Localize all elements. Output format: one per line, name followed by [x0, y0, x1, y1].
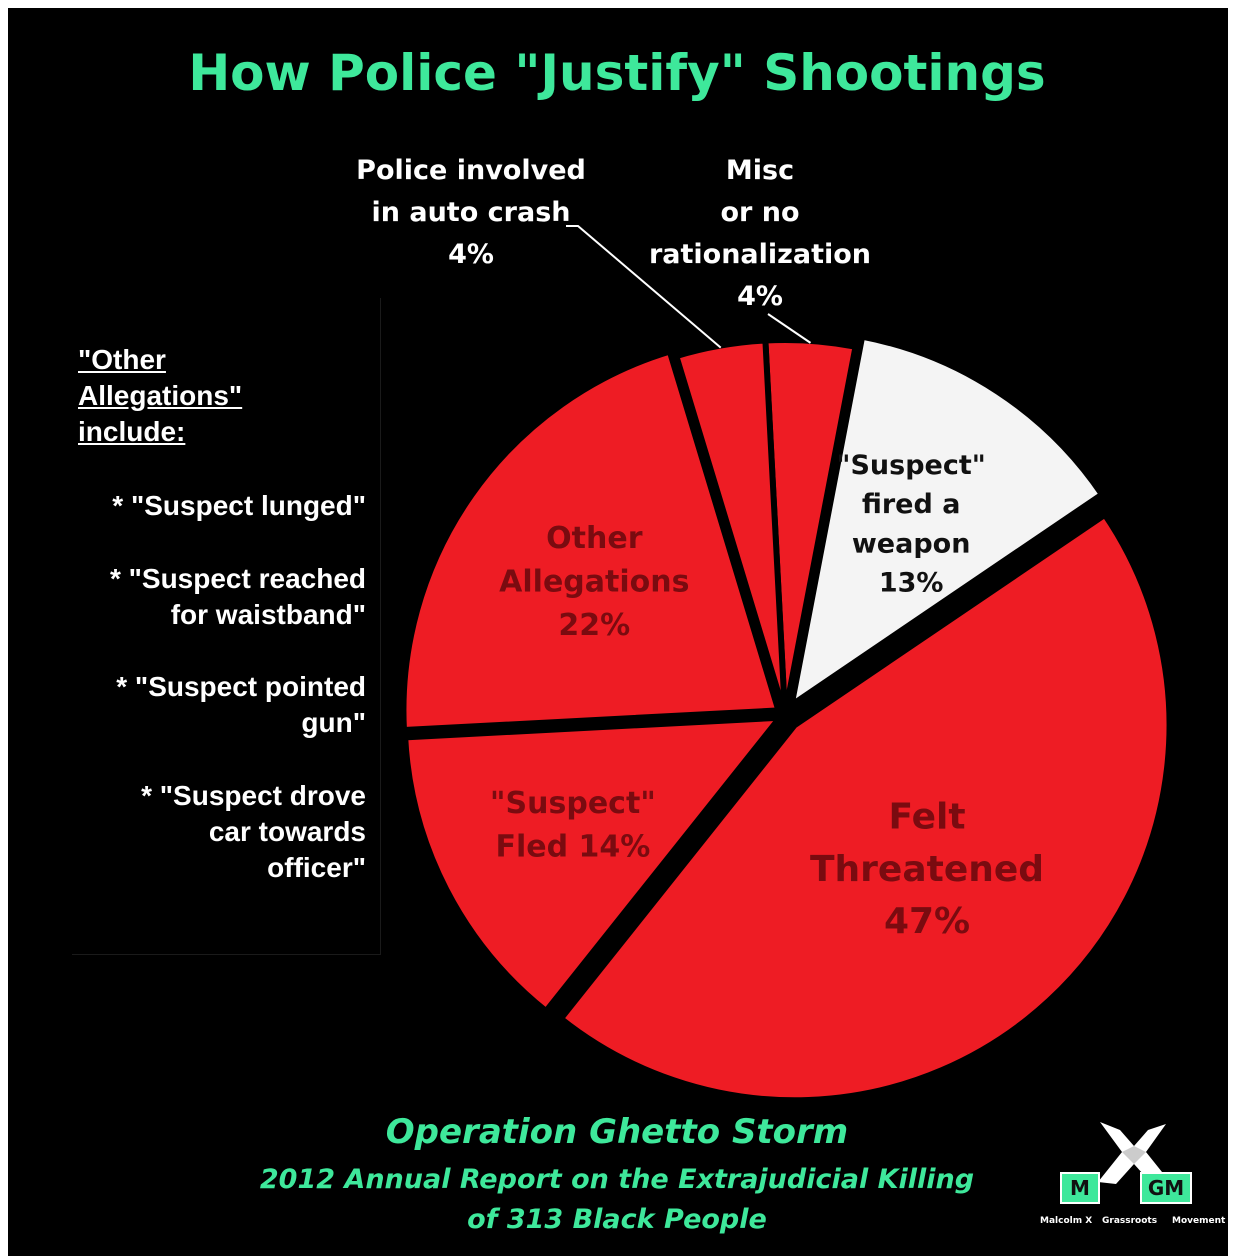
sidebar-heading: "Other Allegations" include:: [78, 344, 243, 447]
callout-misc: Misc or no rationalization 4%: [648, 155, 872, 312]
logo-box-right: GM: [1140, 1172, 1192, 1204]
logo-icon: [1098, 1122, 1170, 1184]
sidebar-item: * "Suspect lunged": [112, 490, 366, 521]
logo-caption-mid: Grassroots: [1102, 1216, 1158, 1226]
pie-slice: [400, 347, 783, 734]
footer-title: Operation Ghetto Storm: [385, 1112, 849, 1152]
sidebar-item: * "Suspect drove car towards officer": [141, 780, 366, 883]
sidebar-item: * "Suspect pointed gun": [116, 671, 366, 738]
chart-title: How Police "Justify" Shootings: [188, 44, 1046, 102]
sidebar-item: * "Suspect reached for waistband": [109, 563, 366, 630]
callout-auto-crash: Police involved in auto crash 4%: [356, 155, 586, 270]
pie-slice: [402, 714, 787, 1016]
footer-subtitle-2: of 313 Black People: [467, 1204, 767, 1235]
leader-line: [566, 225, 722, 349]
logo-box-left: M: [1060, 1172, 1100, 1204]
footer-subtitle-1: 2012 Annual Report on the Extrajudicial …: [259, 1164, 975, 1195]
slice-label: Other Allegations 22%: [499, 521, 689, 643]
pie-slice: [556, 510, 1173, 1104]
slice-label: "Suspect" Fled 14%: [490, 786, 656, 865]
other-allegations-panel: [72, 298, 381, 955]
pie-slice: [672, 337, 788, 716]
leader-line: [767, 313, 812, 344]
logo-caption-right: Movement: [1172, 1216, 1226, 1226]
pie-slice: [787, 333, 1107, 712]
slice-label: "Suspect" fired a weapon 13%: [836, 450, 985, 598]
logo-caption-left: Malcolm X: [1040, 1216, 1093, 1226]
slice-label: Felt Threatened 47%: [810, 797, 1044, 942]
